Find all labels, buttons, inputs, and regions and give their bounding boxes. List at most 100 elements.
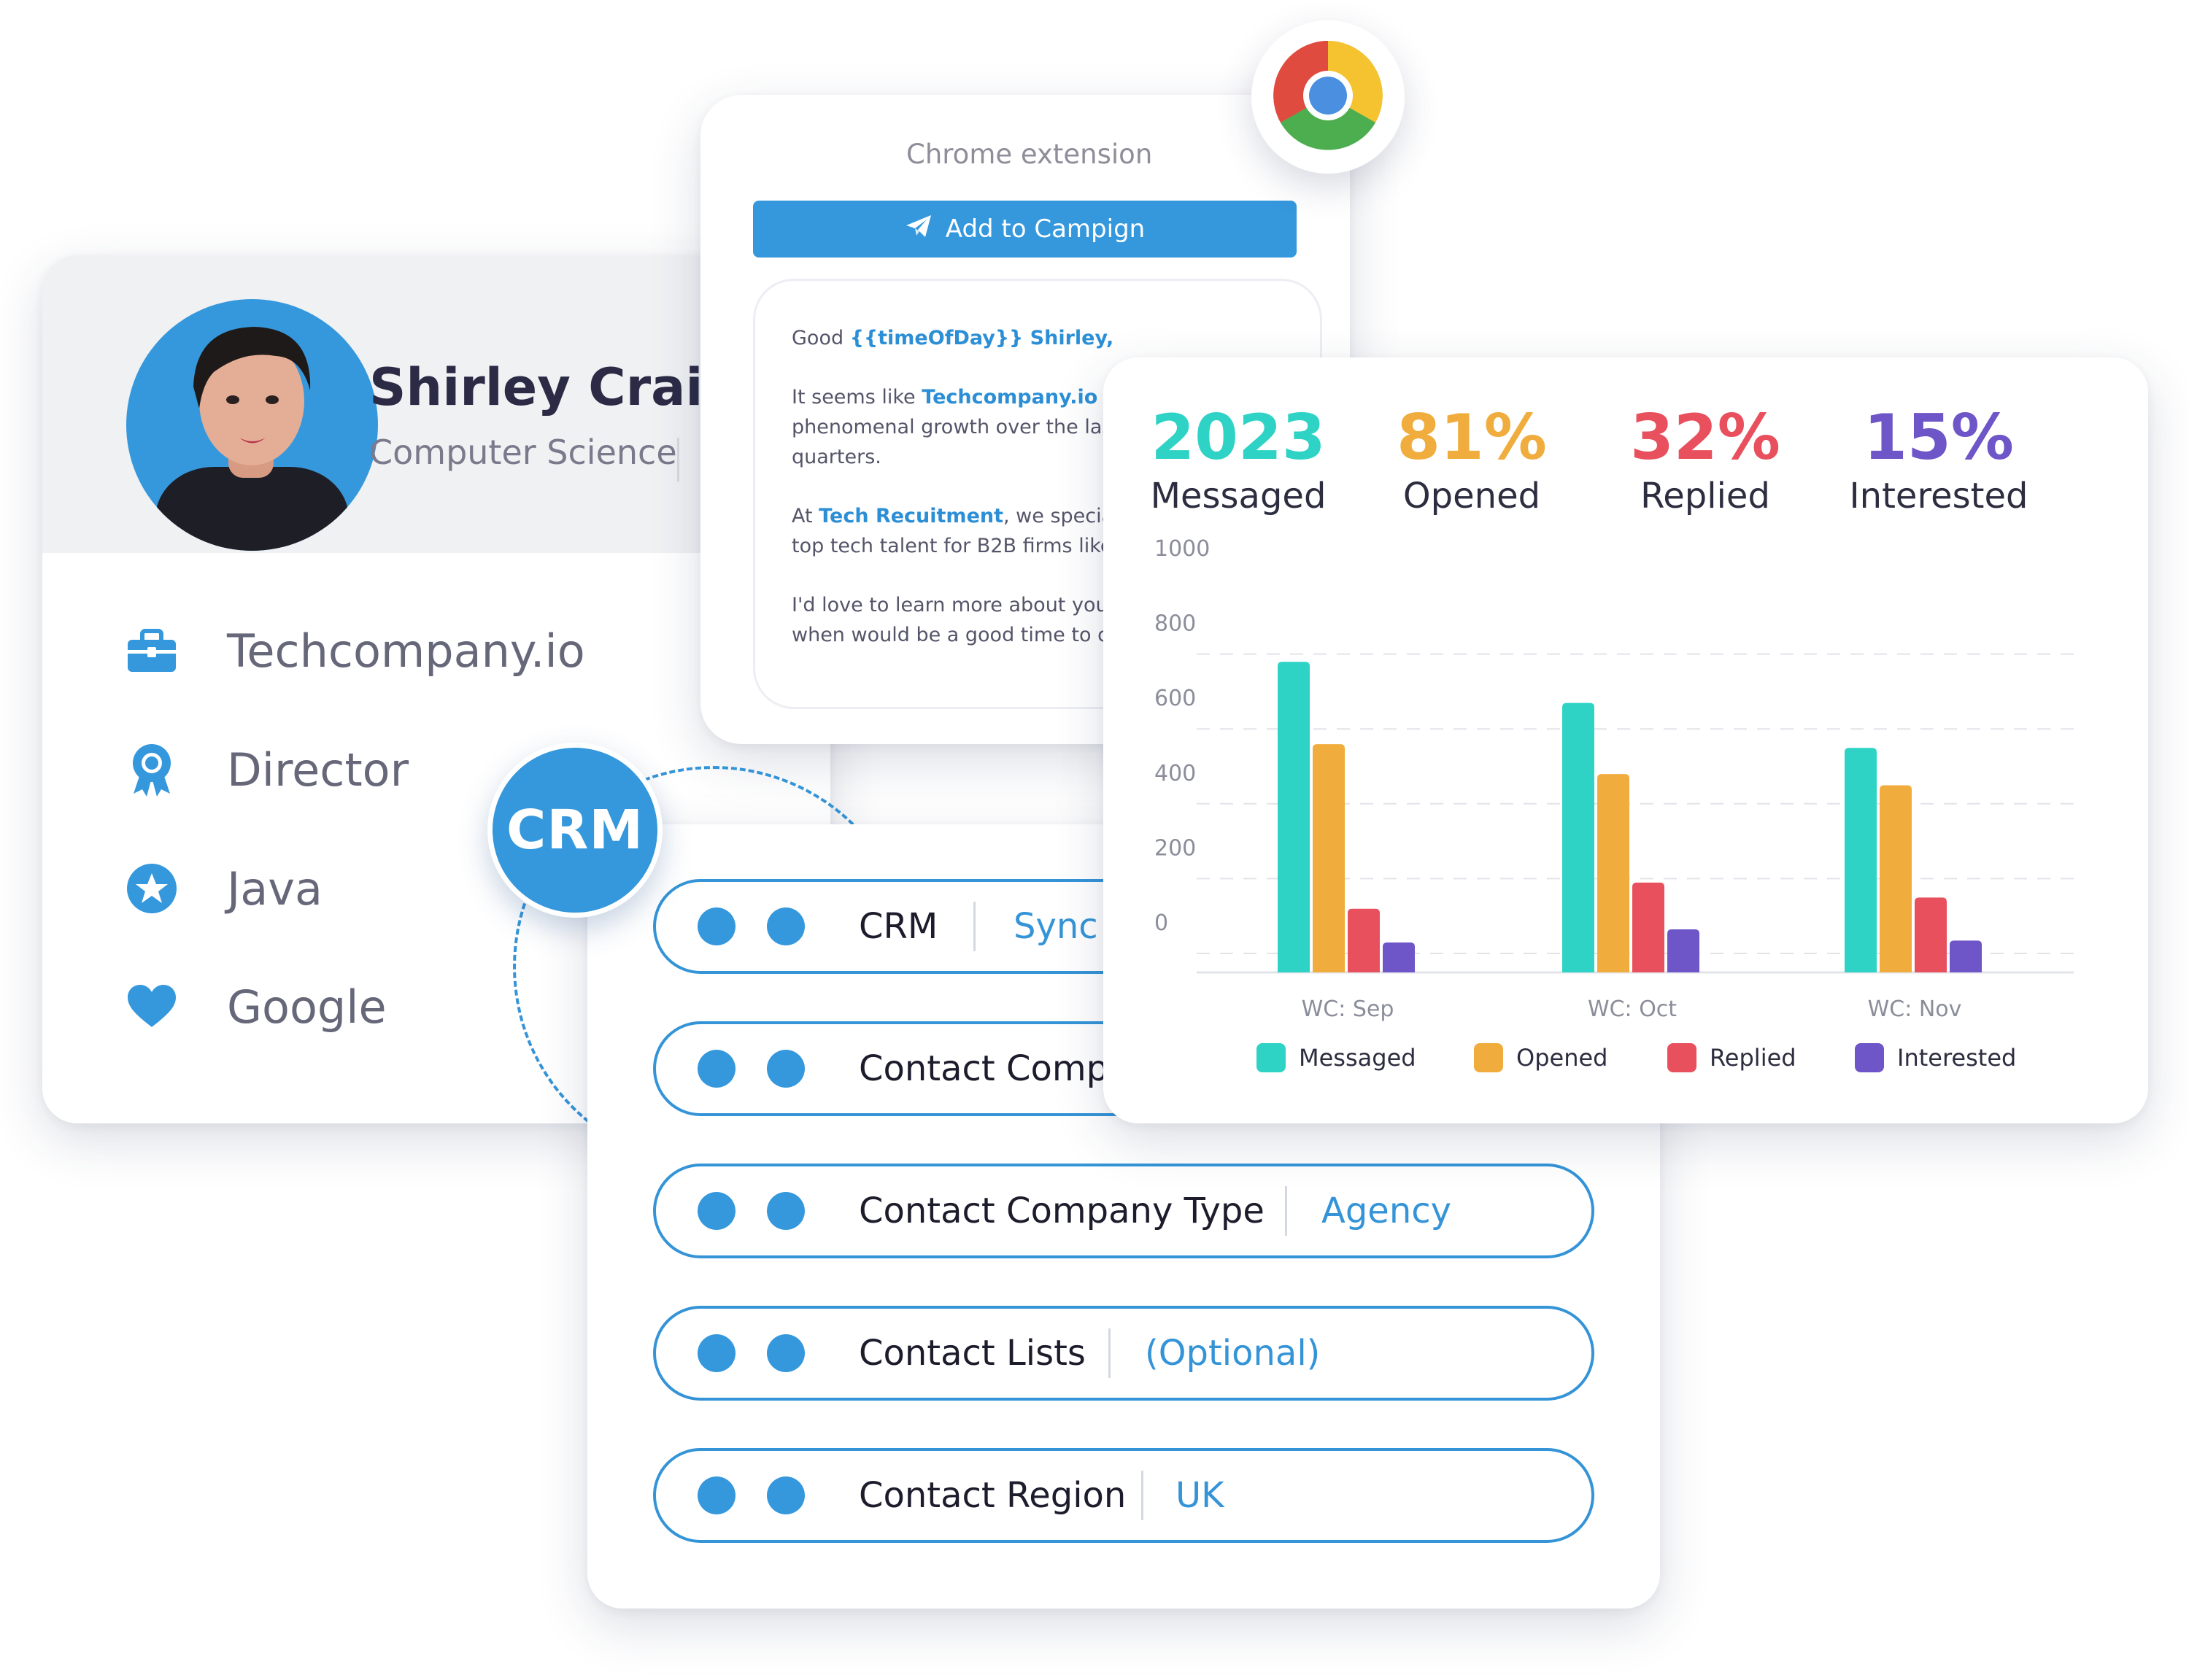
bar-messaged	[1562, 702, 1594, 972]
y-tick-label: 600	[1154, 686, 1196, 711]
info-row-interest: Google	[126, 974, 387, 1040]
y-tick-label: 0	[1154, 910, 1168, 936]
divider	[1285, 1186, 1287, 1236]
briefcase-icon	[126, 625, 177, 676]
crm-badge: CRM	[487, 743, 663, 918]
legend-swatch	[1667, 1043, 1696, 1072]
send-icon	[905, 214, 946, 245]
info-label: Java	[227, 862, 323, 916]
info-label: Google	[227, 980, 387, 1034]
bar-messaged	[1845, 748, 1877, 972]
campaign-stats-card: 2023 Messaged 81% Opened 32% Replied 15%…	[1103, 357, 2148, 1123]
row-dot	[767, 1334, 805, 1372]
y-tick-label: 1000	[1154, 536, 1210, 562]
info-row-company: Techcompany.io	[126, 618, 585, 684]
bar-interested	[1950, 940, 1982, 972]
bar-interested	[1667, 929, 1699, 972]
stat-label: Replied	[1640, 476, 1770, 516]
stat-replied: 32% Replied	[1588, 401, 1822, 518]
chrome-icon	[1273, 41, 1383, 153]
bar-chart: 1000 800 600 400 200 0 WC: Sep WC: Oct WC: Nov	[1154, 536, 2074, 1022]
bar-replied	[1915, 897, 1947, 972]
profile-card: Shirley Craig Computer Science Techcompa…	[42, 255, 830, 1123]
crm-row-contact-region[interactable]: Contact Region UK	[653, 1448, 1594, 1543]
profile-name: Shirley Craig	[369, 357, 740, 417]
legend-label: Replied	[1710, 1044, 1796, 1072]
y-tick-label: 800	[1154, 611, 1196, 637]
stat-messaged: 2023 Messaged	[1121, 401, 1355, 518]
row-dot	[698, 1334, 736, 1372]
legend-item-interested: Interested	[1855, 1043, 2016, 1072]
avatar	[126, 299, 378, 551]
row-dot	[698, 1192, 736, 1230]
crm-row-label: Contact Region	[859, 1475, 1127, 1516]
crm-row-label: CRM	[859, 906, 938, 947]
row-dot	[698, 1476, 736, 1514]
stat-value: 81%	[1397, 401, 1547, 474]
row-dot	[698, 1050, 736, 1088]
y-tick-label: 200	[1154, 835, 1196, 861]
crm-row-company-type[interactable]: Contact Company Type Agency	[653, 1164, 1594, 1258]
info-label: Techcompany.io	[227, 624, 585, 678]
add-to-campaign-label: Add to Campign	[945, 214, 1146, 244]
stat-interested: 15% Interested	[1822, 401, 2055, 518]
stat-label: Messaged	[1150, 476, 1327, 516]
legend-label: Messaged	[1299, 1044, 1416, 1072]
legend-item-opened: Opened	[1474, 1043, 1607, 1072]
divider	[1141, 1471, 1143, 1520]
info-label: Director	[227, 743, 409, 797]
star-circle-icon	[126, 863, 177, 914]
crm-row-label: Contact Lists	[859, 1333, 1086, 1374]
email-paragraph-1: It seems like Techcompany.io ha phenomen…	[792, 386, 1129, 468]
row-dot	[767, 1476, 805, 1514]
heart-icon	[126, 981, 177, 1032]
stat-label: Opened	[1402, 476, 1541, 516]
stat-label: Interested	[1849, 476, 2028, 516]
divider	[973, 902, 976, 951]
info-row-skill: Java	[126, 856, 323, 921]
x-tick-label: WC: Oct	[1588, 996, 1677, 1022]
email-paragraph-3: I'd love to learn more about you when wo…	[792, 594, 1108, 646]
crm-row-label: Contact Company Type	[859, 1191, 1265, 1231]
window-title: Chrome extension	[906, 139, 1153, 170]
award-ribbon-icon	[126, 744, 177, 797]
profile-field: Computer Science	[369, 433, 677, 472]
profile-header: Shirley Craig Computer Science	[42, 255, 830, 553]
divider	[1108, 1328, 1111, 1378]
row-dot	[767, 1050, 805, 1088]
info-row-title: Director	[126, 737, 409, 802]
y-tick-label: 400	[1154, 761, 1196, 786]
legend-item-replied: Replied	[1667, 1043, 1796, 1072]
legend-swatch	[1256, 1043, 1286, 1072]
bar-opened	[1597, 774, 1629, 972]
email-greeting: Good {{timeOfDay}} Shirley,	[792, 327, 1114, 349]
bar-replied	[1348, 908, 1380, 972]
stat-opened: 81% Opened	[1355, 401, 1588, 518]
crm-row-value: Agency	[1321, 1191, 1452, 1231]
row-dot	[767, 907, 805, 945]
bar-opened	[1880, 785, 1912, 972]
bar-interested	[1383, 942, 1415, 972]
stat-value: 15%	[1864, 401, 2014, 474]
legend-swatch	[1474, 1043, 1503, 1072]
divider	[677, 438, 679, 481]
stat-value: 2023	[1151, 401, 1326, 474]
stat-value: 32%	[1630, 401, 1780, 474]
bar-opened	[1313, 744, 1345, 972]
crm-row-value: (Optional)	[1145, 1333, 1321, 1374]
chrome-logo-badge	[1251, 20, 1405, 174]
legend-swatch	[1855, 1043, 1884, 1072]
crm-row-value: UK	[1175, 1475, 1224, 1516]
bar-replied	[1632, 882, 1664, 972]
add-to-campaign-button[interactable]: Add to Campign	[753, 201, 1297, 258]
x-tick-label: WC: Sep	[1302, 996, 1394, 1022]
bar-messaged	[1278, 662, 1310, 972]
crm-row-contact-lists[interactable]: Contact Lists (Optional)	[653, 1306, 1594, 1401]
legend-label: Opened	[1516, 1044, 1608, 1072]
x-tick-label: WC: Nov	[1868, 996, 1962, 1022]
row-dot	[767, 1192, 805, 1230]
legend-item-messaged: Messaged	[1256, 1043, 1416, 1072]
row-dot	[698, 907, 736, 945]
crm-row-label: Contact Comp	[859, 1048, 1109, 1089]
legend-label: Interested	[1897, 1044, 2017, 1072]
